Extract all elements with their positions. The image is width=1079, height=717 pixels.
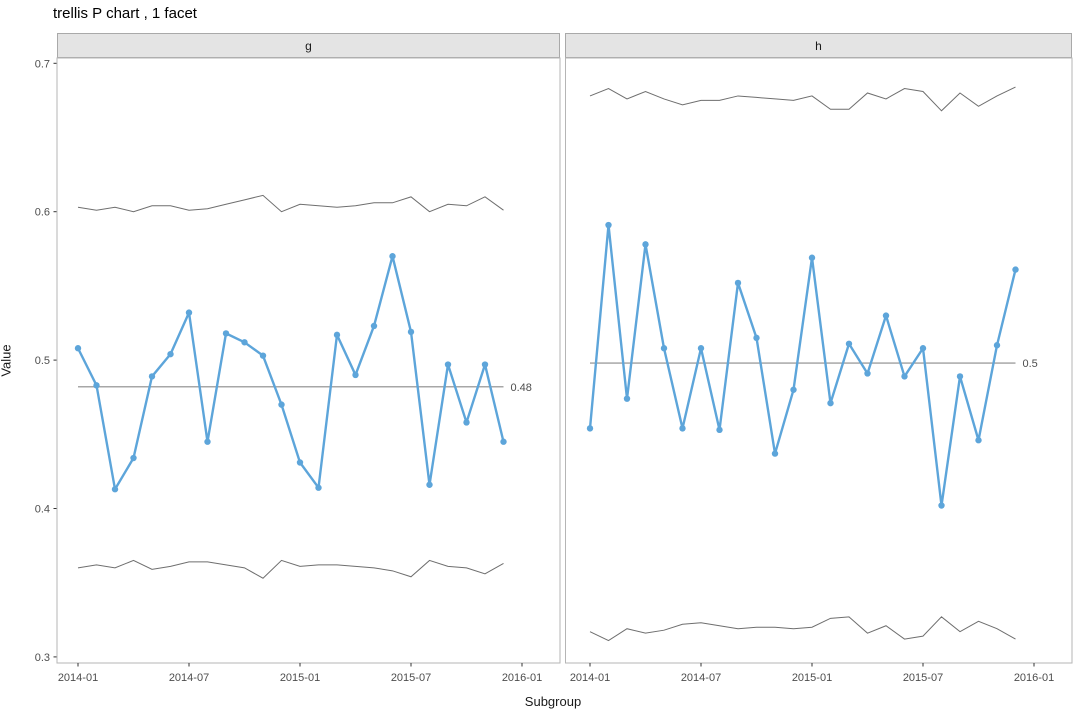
data-point-g-2015-01 xyxy=(296,459,304,466)
x-tick-label: 2015-07 xyxy=(903,672,943,684)
panel-border xyxy=(565,57,1073,664)
data-point-h-2014-06 xyxy=(679,425,686,432)
x-tick-label: 2014-07 xyxy=(681,672,721,684)
data-point-g-2015-10 xyxy=(463,419,470,426)
data-point-g-2014-09 xyxy=(222,330,230,337)
data-point-h-2014-09 xyxy=(734,279,742,287)
upper-control-limit-line-h xyxy=(589,86,1016,112)
data-point-g-2014-10 xyxy=(241,339,248,346)
x-tick-label: 2014-07 xyxy=(169,672,209,684)
data-point-g-2015-07 xyxy=(407,328,415,336)
data-point-h-2014-11 xyxy=(771,450,779,457)
data-point-h-2014-04 xyxy=(642,241,649,248)
x-tick-label: 2015-01 xyxy=(792,672,832,684)
data-point-h-2015-06 xyxy=(901,373,908,380)
data-point-h-2015-12 xyxy=(1012,266,1019,273)
lower-control-limit-line-h xyxy=(589,616,1016,642)
y-tick-label: 0.6 xyxy=(35,207,50,219)
data-point-g-2014-11 xyxy=(259,352,267,359)
data-point-h-2015-08 xyxy=(938,502,945,509)
upper-control-limit-line-g xyxy=(77,194,504,213)
data-point-h-2014-05 xyxy=(660,345,668,352)
data-point-h-2015-04 xyxy=(864,370,871,377)
data-point-g-2014-07 xyxy=(185,309,193,316)
center-line-label-g: 0.48 xyxy=(511,382,532,394)
x-tick-label: 2016-01 xyxy=(1014,672,1054,684)
data-point-g-2014-12 xyxy=(278,401,285,408)
facet-panel-h: 2014-01 2014-07 2015-01 2015-07 2016-01 0.5 xyxy=(565,57,1073,684)
x-tick-label: 2015-07 xyxy=(391,672,431,684)
data-point-h-2015-03 xyxy=(845,340,853,347)
data-series-line-g xyxy=(76,255,505,491)
data-point-g-2014-03 xyxy=(111,486,119,493)
data-point-h-2015-02 xyxy=(827,399,834,407)
data-point-h-2014-12 xyxy=(790,386,797,393)
data-point-g-2014-08 xyxy=(204,438,211,445)
data-point-g-2015-09 xyxy=(444,361,452,368)
data-series-line-h xyxy=(588,223,1017,507)
data-point-h-2014-07 xyxy=(697,345,705,352)
lower-control-limit-line-g xyxy=(77,559,504,579)
data-point-h-2014-01 xyxy=(586,425,594,432)
y-tick-label: 0.5 xyxy=(35,355,50,367)
x-tick-label: 2014-01 xyxy=(570,672,610,684)
data-point-g-2015-12 xyxy=(500,438,507,445)
x-axis-title: Subgroup xyxy=(524,694,582,709)
y-tick-label: 0.7 xyxy=(35,58,50,70)
data-point-g-2014-05 xyxy=(148,373,156,380)
data-point-g-2015-06 xyxy=(389,253,396,260)
data-point-g-2015-11 xyxy=(481,361,489,368)
data-point-h-2014-08 xyxy=(716,426,723,434)
data-point-h-2015-07 xyxy=(919,345,927,352)
y-tick-label: 0.3 xyxy=(35,652,50,664)
y-axis-title: Value xyxy=(0,344,14,377)
data-point-h-2015-09 xyxy=(956,373,964,380)
data-point-g-2015-03 xyxy=(333,331,341,339)
panel-border xyxy=(56,57,561,664)
data-point-g-2015-05 xyxy=(370,322,378,330)
data-point-g-2015-08 xyxy=(426,481,433,488)
x-tick-label: 2016-01 xyxy=(502,672,542,684)
data-point-g-2014-02 xyxy=(93,382,100,389)
data-point-g-2015-02 xyxy=(315,484,322,491)
data-point-g-2014-06 xyxy=(167,350,174,358)
facet-panel-g: 2014-01 2014-07 2015-01 2015-07 2016-01 0.48 xyxy=(56,57,561,684)
facet-strip-label: g xyxy=(305,38,312,53)
data-point-h-2015-10 xyxy=(975,437,982,444)
facet-strip-label: h xyxy=(815,38,822,53)
data-point-g-2014-04 xyxy=(130,454,137,462)
chart-title: trellis P chart , 1 facet xyxy=(53,5,197,22)
center-line-label-h: 0.5 xyxy=(1023,358,1038,370)
data-point-h-2014-02 xyxy=(605,221,612,229)
x-tick-label: 2014-01 xyxy=(58,672,98,684)
data-point-h-2015-11 xyxy=(993,342,1001,349)
data-point-h-2014-03 xyxy=(623,395,631,402)
x-tick-label: 2015-01 xyxy=(280,672,320,684)
data-point-h-2014-10 xyxy=(753,334,760,342)
data-point-g-2014-01 xyxy=(74,345,82,352)
y-tick-label: 0.4 xyxy=(35,504,50,516)
data-point-h-2015-01 xyxy=(808,254,816,261)
data-point-h-2015-05 xyxy=(882,312,890,319)
data-point-g-2015-04 xyxy=(352,371,359,379)
